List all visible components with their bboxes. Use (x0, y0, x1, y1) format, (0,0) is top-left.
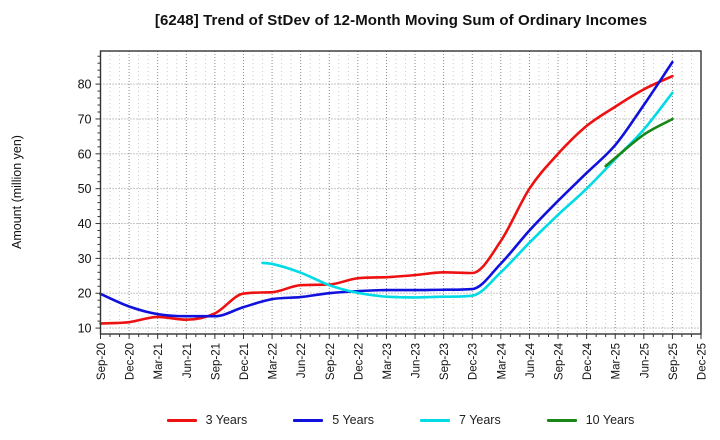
legend-label: 3 Years (205, 413, 248, 427)
plot-border (99, 50, 702, 335)
legend-label: 10 Years (585, 413, 635, 427)
y-tick-label: 60 (78, 147, 92, 161)
series-line-3-years (99, 74, 674, 325)
x-tick-label: Sep-24 (554, 342, 566, 380)
legend-label: 5 Years (332, 413, 375, 427)
x-tick-label: Jun-22 (296, 343, 308, 378)
series-lines (99, 60, 674, 325)
y-tick-label: 50 (78, 182, 92, 196)
chart-legend: 3 Years 5 Years 7 Years 10 Years (100, 407, 701, 433)
x-tick-label: Mar-24 (496, 342, 508, 379)
legend-label: 7 Years (459, 413, 501, 427)
y-tick-label: 30 (78, 252, 92, 266)
x-tick-label: Jun-25 (639, 343, 651, 378)
y-tick-label: 40 (78, 217, 92, 231)
chart-title: [6248] Trend of StDev of 12-Month Moving… (154, 12, 648, 29)
y-tick-label: 20 (78, 287, 92, 301)
legend-swatch (546, 418, 577, 422)
y-tick-label: 80 (78, 78, 92, 92)
x-tick-label: Jun-21 (182, 343, 194, 378)
x-tick-label: Dec-22 (353, 343, 365, 380)
legend-swatch (293, 418, 324, 422)
x-tick-label: Dec-23 (468, 343, 480, 380)
y-tick-label: 70 (78, 112, 92, 126)
x-tick-label: Mar-21 (153, 343, 165, 379)
legend-item-10-years: 10 Years (546, 413, 635, 427)
series-line-10-years (604, 117, 674, 168)
x-tick-label: Sep-21 (210, 343, 222, 380)
legend-swatch (166, 418, 197, 422)
x-tick-label: Jun-24 (525, 342, 537, 378)
x-tick-label: Sep-23 (439, 343, 451, 380)
series-line-7-years (261, 91, 674, 299)
x-tick-label: Dec-24 (582, 342, 594, 380)
x-tick-label: Mar-22 (268, 343, 280, 379)
series-line-5-years (99, 60, 674, 318)
legend-item-5-years: 5 Years (293, 413, 374, 427)
axis-ticks (95, 55, 702, 339)
legend-item-3-years: 3 Years (166, 413, 248, 427)
legend-item-7-years: 7 Years (420, 413, 501, 427)
legend-swatch (420, 418, 451, 422)
x-tick-label: Dec-20 (125, 343, 137, 380)
x-tick-label: Mar-25 (611, 343, 623, 379)
x-tick-label: Sep-25 (668, 343, 680, 380)
y-tick-label: 10 (78, 322, 92, 336)
x-tick-label: Mar-23 (382, 343, 394, 379)
x-tick-label: Dec-21 (239, 343, 251, 380)
x-tick-label: Dec-25 (697, 343, 709, 380)
x-tick-label: Sep-20 (96, 343, 108, 380)
x-tick-label: Jun-23 (411, 343, 423, 378)
axis-tick-labels: 10 20 30 40 50 60 70 80 Sep-20 Dec-20 Mar-21 Jun-21… (78, 78, 709, 380)
grid-lines (100, 51, 702, 334)
x-tick-label: Sep-22 (325, 343, 337, 380)
